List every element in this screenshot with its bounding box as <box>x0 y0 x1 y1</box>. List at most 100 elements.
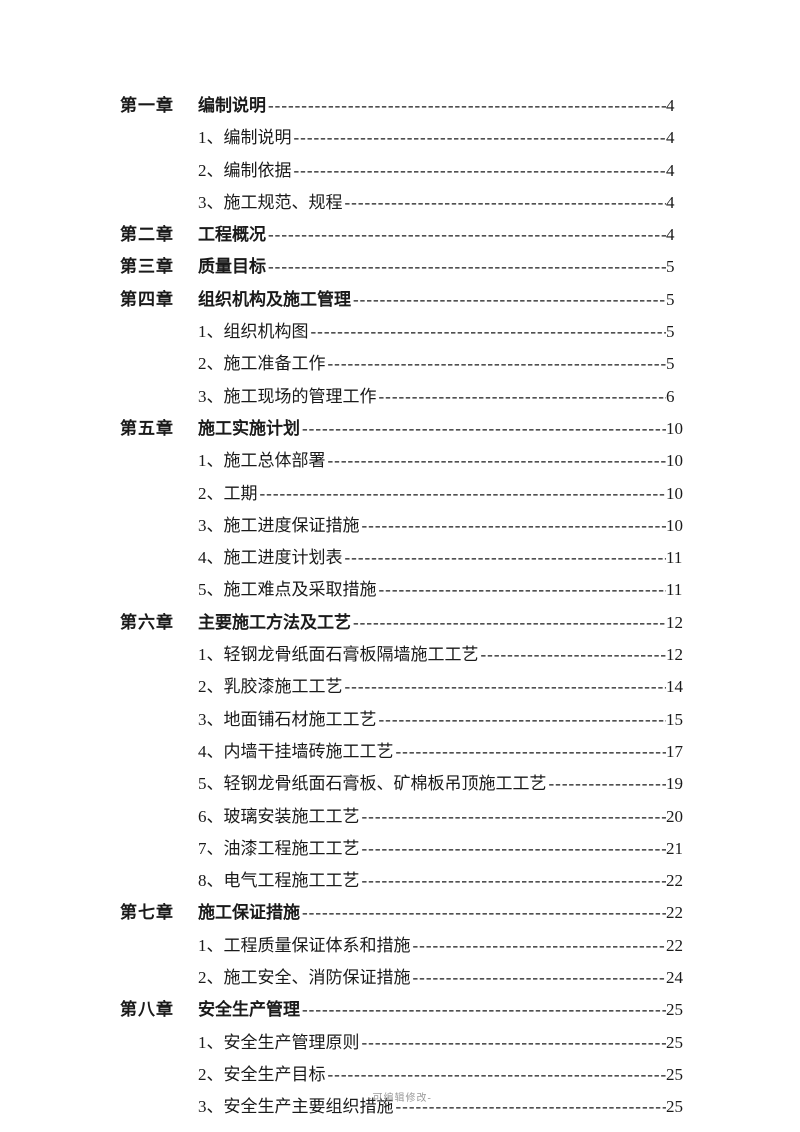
toc-entry-title: 2、工期 <box>198 478 258 510</box>
toc-leader <box>300 994 666 1026</box>
toc-entry-title: 2、编制依据 <box>198 155 292 187</box>
toc-leader <box>360 510 667 542</box>
toc-entry-title: 1、安全生产管理原则 <box>198 1027 360 1059</box>
toc-leader <box>343 187 667 219</box>
toc-page-number: 5 <box>666 348 690 380</box>
toc-leader <box>377 704 667 736</box>
toc-page-number: 11 <box>666 574 690 606</box>
chapter-label: 第四章 <box>120 284 198 316</box>
toc-row: 占3、施工现场的管理工作6 <box>120 381 690 413</box>
toc-entry-title: 6、玻璃安装施工工艺 <box>198 801 360 833</box>
toc-page-number: 14 <box>666 671 690 703</box>
toc-row: 第六章主要施工方法及工艺12 <box>120 607 690 639</box>
toc-page-number: 24 <box>666 962 690 994</box>
toc-row: 占2、施工安全、消防保证措施24 <box>120 962 690 994</box>
chapter-label: 第五章 <box>120 413 198 445</box>
toc-leader <box>411 930 667 962</box>
toc-page-number: 15 <box>666 704 690 736</box>
toc-row: 占2、工期10 <box>120 478 690 510</box>
toc-entry-title: 2、安全生产目标 <box>198 1059 326 1091</box>
toc-row: 第五章施工实施计划10 <box>120 413 690 445</box>
toc-page-number: 21 <box>666 833 690 865</box>
toc-row: 占5、施工难点及采取措施11 <box>120 574 690 606</box>
toc-page-number: 5 <box>666 316 690 348</box>
toc-row: 第一章编制说明 4 <box>120 90 690 122</box>
toc-page-number: 20 <box>666 801 690 833</box>
toc-page-number: 25 <box>666 994 690 1026</box>
toc-leader <box>377 381 667 413</box>
toc-row: 占4、内墙干挂墙砖施工工艺17 <box>120 736 690 768</box>
toc-page-number: 25 <box>666 1027 690 1059</box>
toc-entry-title: 编制说明 <box>198 90 266 122</box>
toc-leader <box>360 865 667 897</box>
toc-page-number: 4 <box>666 90 690 122</box>
toc-row: 占7、油漆工程施工工艺21 <box>120 833 690 865</box>
toc-leader <box>360 1027 667 1059</box>
chapter-label: 第二章 <box>120 219 198 251</box>
toc-entry-title: 施工实施计划 <box>198 413 300 445</box>
toc-entry-title: 1、工程质量保证体系和措施 <box>198 930 411 962</box>
toc-row: 占1、施工总体部署10 <box>120 445 690 477</box>
toc-entry-title: 2、施工准备工作 <box>198 348 326 380</box>
toc-row: 第三章质量目标 5 <box>120 251 690 283</box>
toc-leader <box>309 316 667 348</box>
chapter-label: 第八章 <box>120 994 198 1026</box>
toc-row: 占3、施工规范、规程4 <box>120 187 690 219</box>
toc-page-number: 10 <box>666 445 690 477</box>
toc-entry-title: 1、施工总体部署 <box>198 445 326 477</box>
chapter-label: 第六章 <box>120 607 198 639</box>
toc-entry-title: 1、组织机构图 <box>198 316 309 348</box>
toc-entry-title: 3、施工进度保证措施 <box>198 510 360 542</box>
toc-leader <box>479 639 667 671</box>
toc-entry-title: 7、油漆工程施工工艺 <box>198 833 360 865</box>
toc-entry-title: 施工保证措施 <box>198 897 300 929</box>
toc-row: 占5、轻钢龙骨纸面石膏板、矿棉板吊顶施工工艺19 <box>120 768 690 800</box>
toc-leader <box>351 284 666 316</box>
toc-row: 占6、玻璃安装施工工艺20 <box>120 801 690 833</box>
toc-row: 占1、组织机构图5 <box>120 316 690 348</box>
toc-entry-title: 4、施工进度计划表 <box>198 542 343 574</box>
toc-entry-title: 1、编制说明 <box>198 122 292 154</box>
toc-page-number: 12 <box>666 639 690 671</box>
toc-page-number: 19 <box>666 768 690 800</box>
toc-page-number: 25 <box>666 1059 690 1091</box>
toc-leader <box>292 155 667 187</box>
toc-leader <box>343 542 667 574</box>
toc-leader <box>360 833 667 865</box>
toc-leader <box>360 801 667 833</box>
toc-row: 占1、安全生产管理原则25 <box>120 1027 690 1059</box>
toc-entry-title: 3、施工规范、规程 <box>198 187 343 219</box>
toc-page-number: 5 <box>666 284 690 316</box>
toc-row: 占1、编制说明4 <box>120 122 690 154</box>
toc-entry-title: 2、施工安全、消防保证措施 <box>198 962 411 994</box>
toc-entry-title: 质量目标 <box>198 251 266 283</box>
toc-page-number: 4 <box>666 155 690 187</box>
toc-leader <box>300 897 666 929</box>
toc-entry-title: 5、施工难点及采取措施 <box>198 574 377 606</box>
toc-entry-title: 3、地面铺石材施工工艺 <box>198 704 377 736</box>
toc-entry-title: 5、轻钢龙骨纸面石膏板、矿棉板吊顶施工工艺 <box>198 768 547 800</box>
toc-row: 占2、乳胶漆施工工艺14 <box>120 671 690 703</box>
toc-entry-title: 8、电气工程施工工艺 <box>198 865 360 897</box>
toc-leader <box>326 1059 667 1091</box>
chapter-label: 第一章 <box>120 90 198 122</box>
toc-page-number: 4 <box>666 219 690 251</box>
toc-row: 占8、电气工程施工工艺22 <box>120 865 690 897</box>
toc-leader <box>266 251 666 283</box>
toc-entry-title: 3、施工现场的管理工作 <box>198 381 377 413</box>
toc-page-number: 11 <box>666 542 690 574</box>
toc-page-number: 12 <box>666 607 690 639</box>
toc-page-number: 10 <box>666 510 690 542</box>
toc-entry-title: 安全生产管理 <box>198 994 300 1026</box>
chapter-label: 第三章 <box>120 251 198 283</box>
toc-row: 占4、施工进度计划表11 <box>120 542 690 574</box>
toc-entry-title: 2、乳胶漆施工工艺 <box>198 671 343 703</box>
toc-row: 占1、工程质量保证体系和措施22 <box>120 930 690 962</box>
toc-page-number: 6 <box>666 381 690 413</box>
toc-leader <box>351 607 666 639</box>
toc-page-number: 5 <box>666 251 690 283</box>
toc-page-number: 10 <box>666 478 690 510</box>
toc-leader <box>266 90 666 122</box>
toc-row: 占3、地面铺石材施工工艺15 <box>120 704 690 736</box>
toc-row: 第八章安全生产管理 25 <box>120 994 690 1026</box>
